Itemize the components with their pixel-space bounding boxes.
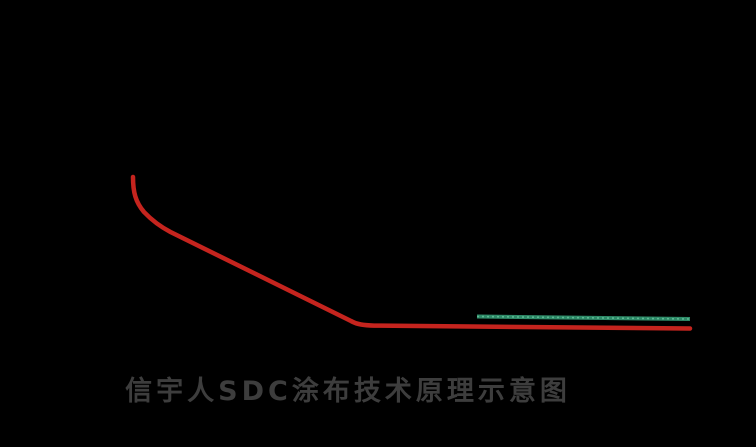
- reference-line-green-speckle: [476, 315, 691, 320]
- figure-caption: 信宇人SDC涂布技术原理示意图: [125, 375, 571, 407]
- coating-curve-red: [130, 174, 693, 331]
